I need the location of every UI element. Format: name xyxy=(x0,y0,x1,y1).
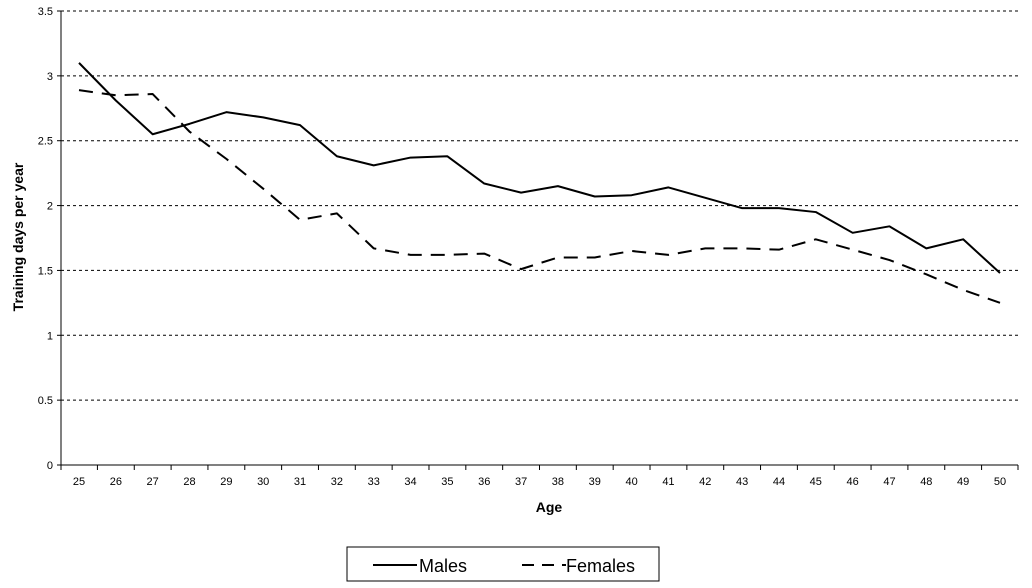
legend-label-males: Males xyxy=(419,556,467,576)
x-tick-label: 25 xyxy=(73,476,85,488)
x-tick-label: 41 xyxy=(662,476,674,488)
y-tick-label: 0.5 xyxy=(38,395,53,407)
x-tick-label: 42 xyxy=(699,476,711,488)
x-tick-label: 46 xyxy=(847,476,859,488)
y-tick-label: 0 xyxy=(47,460,53,472)
x-tick-label: 48 xyxy=(920,476,932,488)
x-tick-label: 49 xyxy=(957,476,969,488)
x-tick-label: 37 xyxy=(515,476,527,488)
x-tick-label: 31 xyxy=(294,476,306,488)
series-line-males xyxy=(78,62,1001,274)
y-tick-label: 2.5 xyxy=(38,136,53,148)
x-tick-label: 47 xyxy=(883,476,895,488)
x-tick-label: 44 xyxy=(773,476,785,488)
y-tick-labels: 0 0.5 1 1.5 2 2.5 3 3.5 xyxy=(38,6,53,472)
y-tick-label: 3 xyxy=(47,71,53,83)
x-tick-label: 26 xyxy=(110,476,122,488)
x-tick-label: 33 xyxy=(368,476,380,488)
x-tick-label: 45 xyxy=(810,476,822,488)
x-tick-labels: 25 26 27 28 29 30 31 32 33 34 35 36 37 38 39 40 41 42 43 44… xyxy=(73,476,1006,488)
x-tick-label: 35 xyxy=(441,476,453,488)
x-axis-title: Age xyxy=(536,499,563,515)
y-tick-label: 1.5 xyxy=(38,265,53,277)
x-tick-label: 28 xyxy=(183,476,195,488)
x-tick-label: 34 xyxy=(404,476,416,488)
y-tick-label: 1 xyxy=(47,330,53,342)
gridlines xyxy=(61,10,1018,401)
y-tick-label: 3.5 xyxy=(38,6,53,18)
series-line-females xyxy=(78,89,1001,304)
x-tick-label: 27 xyxy=(147,476,159,488)
x-tick-label: 29 xyxy=(220,476,232,488)
x-tick-label: 39 xyxy=(589,476,601,488)
legend: Males Females xyxy=(346,546,660,582)
x-tick-label: 30 xyxy=(257,476,269,488)
x-tick-label: 40 xyxy=(625,476,637,488)
series-lines xyxy=(78,62,1001,304)
x-tick-label: 32 xyxy=(331,476,343,488)
axes xyxy=(57,10,1019,470)
legend-label-females: Females xyxy=(566,556,635,576)
x-tick-label: 43 xyxy=(736,476,748,488)
x-tick-label: 50 xyxy=(994,476,1006,488)
y-tick-label: 2 xyxy=(47,201,53,213)
y-axis-title: Training days per year xyxy=(10,162,26,311)
x-tick-label: 36 xyxy=(478,476,490,488)
x-tick-label: 38 xyxy=(552,476,564,488)
